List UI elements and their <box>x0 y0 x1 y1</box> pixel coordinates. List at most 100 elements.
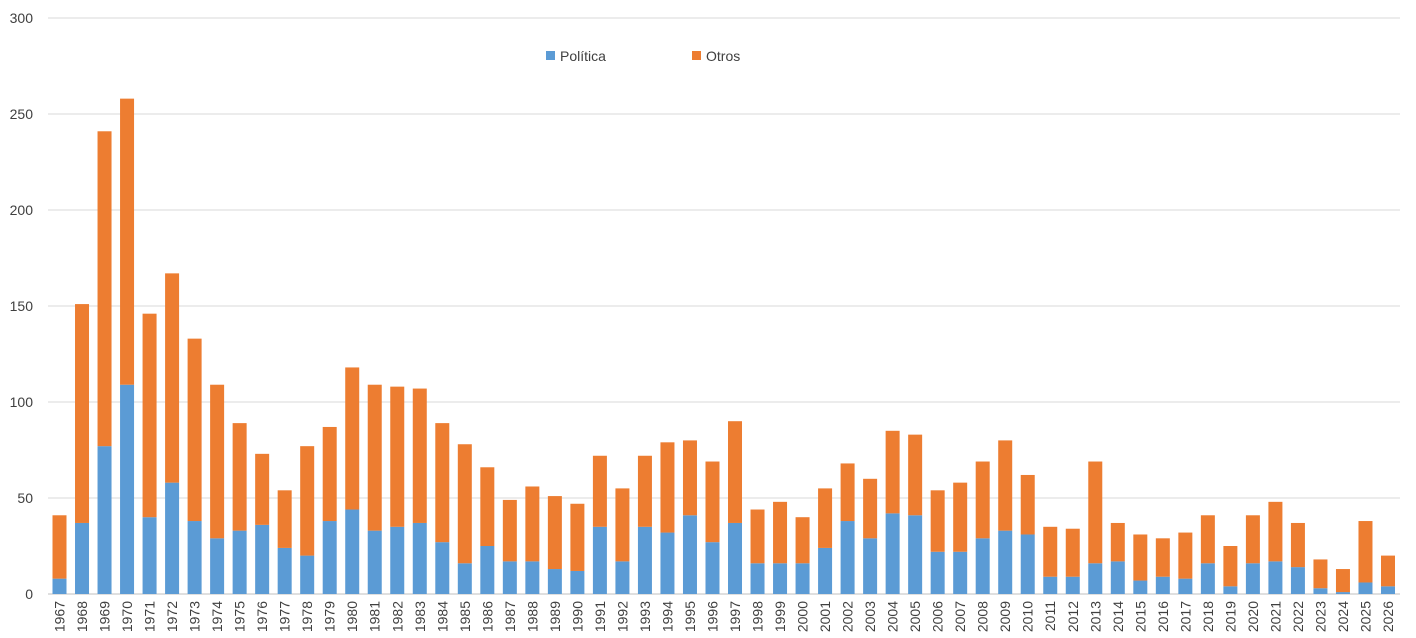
bar-politica-2012 <box>1065 576 1080 594</box>
bar-politica-1991 <box>592 526 607 594</box>
bar-politica-2011 <box>1043 576 1058 594</box>
x-tick-label: 2009 <box>997 601 1013 632</box>
x-tick-label: 1982 <box>389 601 405 632</box>
bar-politica-1989 <box>547 569 562 594</box>
x-tick-label: 2017 <box>1177 601 1193 632</box>
bar-otros-2006 <box>930 490 945 552</box>
x-tick-label: 2001 <box>817 601 833 632</box>
x-tick-label: 2012 <box>1065 601 1081 632</box>
bar-otros-1978 <box>300 446 315 556</box>
bar-politica-2008 <box>975 538 990 594</box>
x-tick-label: 1986 <box>479 601 495 632</box>
bar-otros-2014 <box>1110 522 1125 562</box>
x-tick-label: 2026 <box>1380 601 1396 632</box>
x-tick-label: 2006 <box>930 601 946 632</box>
x-tick-label: 2019 <box>1222 601 1238 632</box>
x-tick-label: 1967 <box>52 601 68 632</box>
x-tick-label: 2024 <box>1335 601 1351 632</box>
bar-politica-1967 <box>52 578 67 594</box>
x-tick-label: 2014 <box>1110 601 1126 632</box>
bar-politica-1988 <box>525 561 540 594</box>
bar-politica-2019 <box>1223 586 1238 594</box>
x-tick-label: 2002 <box>840 601 856 632</box>
x-tick-label: 2015 <box>1132 601 1148 632</box>
bar-otros-1973 <box>187 338 202 522</box>
x-tick-label: 2010 <box>1020 601 1036 632</box>
x-tick-label: 2023 <box>1312 601 1328 632</box>
bar-otros-1970 <box>120 98 135 385</box>
bar-otros-1999 <box>773 501 788 564</box>
x-tick-label: 1972 <box>164 601 180 632</box>
bar-politica-1984 <box>435 542 450 594</box>
x-tick-label: 2007 <box>952 601 968 632</box>
x-tick-label: 1976 <box>254 601 270 632</box>
x-tick-label: 2003 <box>862 601 878 632</box>
bar-otros-2019 <box>1223 546 1238 587</box>
bar-politica-1978 <box>300 555 315 594</box>
bar-otros-2001 <box>818 488 833 548</box>
y-tick-label: 100 <box>10 394 34 410</box>
bar-politica-2001 <box>818 547 833 594</box>
bar-otros-1994 <box>660 442 675 533</box>
y-tick-label: 150 <box>10 298 34 314</box>
legend-politica-swatch <box>546 51 555 60</box>
bar-otros-1972 <box>165 273 180 483</box>
bar-politica-1990 <box>570 570 585 594</box>
bar-otros-2007 <box>953 482 968 552</box>
bar-politica-2013 <box>1088 563 1103 594</box>
x-tick-label: 1995 <box>682 601 698 632</box>
x-tick-label: 2020 <box>1245 601 1261 632</box>
bar-otros-1996 <box>705 461 720 543</box>
bar-otros-1992 <box>615 488 630 562</box>
x-tick-label: 1971 <box>142 601 158 632</box>
x-tick-label: 1998 <box>750 601 766 632</box>
bar-politica-1974 <box>210 538 225 594</box>
bar-otros-1976 <box>255 453 270 525</box>
bar-politica-2025 <box>1358 582 1373 594</box>
bar-politica-1985 <box>457 563 472 594</box>
bar-otros-1998 <box>750 509 765 564</box>
bar-politica-2020 <box>1245 563 1260 594</box>
bar-politica-1999 <box>773 563 788 594</box>
bar-otros-1997 <box>728 421 743 523</box>
bar-otros-2013 <box>1088 461 1103 564</box>
bar-otros-1987 <box>502 499 517 562</box>
bar-politica-2006 <box>930 551 945 594</box>
bar-otros-2012 <box>1065 528 1080 577</box>
bar-otros-1990 <box>570 503 585 571</box>
legend-otros-label: Otros <box>706 48 740 64</box>
x-tick-label: 1977 <box>277 601 293 632</box>
bar-otros-1988 <box>525 486 540 562</box>
bar-otros-1984 <box>435 423 450 543</box>
legend: Política Otros <box>546 48 740 64</box>
bar-politica-1968 <box>75 522 90 594</box>
x-tick-label: 1969 <box>97 601 113 632</box>
bar-politica-2010 <box>1020 534 1035 594</box>
bar-politica-1981 <box>367 530 382 594</box>
x-tick-label: 1973 <box>187 601 203 632</box>
bar-politica-1997 <box>728 522 743 594</box>
bar-politica-1996 <box>705 542 720 594</box>
bar-otros-2016 <box>1155 538 1170 577</box>
x-tick-label: 1997 <box>727 601 743 632</box>
bar-politica-2000 <box>795 563 810 594</box>
bar-otros-1989 <box>547 496 562 570</box>
bar-politica-1982 <box>390 526 405 594</box>
bar-otros-2024 <box>1335 569 1350 593</box>
bar-politica-2009 <box>998 530 1013 594</box>
bar-politica-2002 <box>840 521 855 594</box>
bar-otros-1983 <box>412 388 427 523</box>
bar-politica-1970 <box>120 384 135 594</box>
bar-politica-2022 <box>1290 567 1305 594</box>
bar-politica-1972 <box>165 482 180 594</box>
bar-politica-2017 <box>1178 578 1193 594</box>
bar-otros-1995 <box>682 440 697 516</box>
bar-otros-2015 <box>1133 534 1148 581</box>
x-tick-label: 2008 <box>975 601 991 632</box>
bars <box>52 98 1395 594</box>
x-tick-label: 2013 <box>1087 601 1103 632</box>
x-tick-label: 1994 <box>659 601 675 632</box>
x-tick-label: 2004 <box>885 601 901 632</box>
bar-otros-2003 <box>863 478 878 539</box>
